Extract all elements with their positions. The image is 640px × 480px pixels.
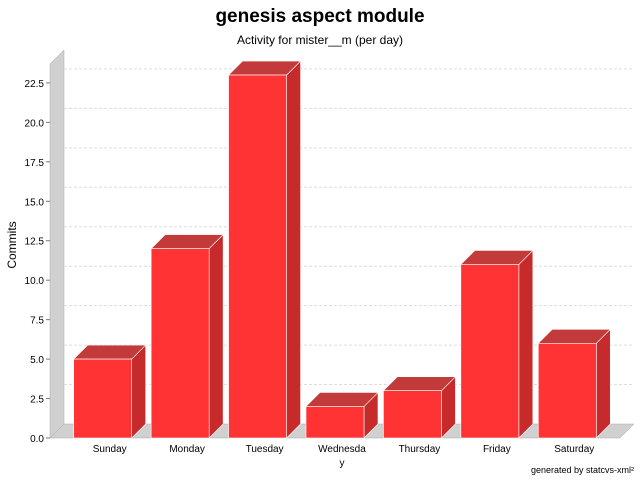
y-tick-label: 22.5 bbox=[25, 79, 45, 90]
bars bbox=[72, 60, 612, 439]
y-tick-label: 12.5 bbox=[25, 237, 45, 248]
bar-front bbox=[305, 406, 365, 439]
bar-side bbox=[595, 328, 611, 439]
y-axis-label: Commits bbox=[5, 221, 19, 268]
bar-front bbox=[150, 248, 210, 439]
y-tick-label: 10.0 bbox=[25, 276, 45, 287]
y-tick-label: 2.5 bbox=[30, 395, 44, 406]
x-tick-label: Friday bbox=[483, 444, 511, 455]
bar bbox=[382, 375, 457, 439]
bar-front bbox=[228, 74, 287, 439]
bar-side bbox=[208, 233, 224, 439]
x-tick-label: Wednesda bbox=[318, 444, 366, 455]
bar-front bbox=[537, 343, 597, 439]
bar bbox=[72, 344, 147, 439]
x-axis: Sunday Monday Tuesday Wednesda y Thursday Frid… bbox=[93, 444, 595, 469]
y-tick-label: 0.0 bbox=[30, 434, 44, 445]
bar-side bbox=[131, 344, 147, 439]
bar-front bbox=[73, 358, 133, 439]
bar-side bbox=[286, 60, 301, 439]
footer-credit: generated by statcvs-xml² bbox=[530, 465, 634, 475]
bar-side bbox=[518, 249, 534, 439]
chart-subtitle: Activity for mister__m (per day) bbox=[236, 33, 404, 47]
x-tick-label: Tuesday bbox=[246, 444, 284, 455]
y-axis: 0.0 2.5 5.0 7.5 10.0 12.5 15.0 17.5 20.0 22.5 bbox=[25, 79, 50, 445]
bar bbox=[150, 233, 224, 439]
bar bbox=[460, 249, 534, 439]
x-tick-label: y bbox=[340, 458, 345, 469]
bar-front bbox=[460, 264, 520, 439]
bar bbox=[227, 60, 302, 439]
x-tick-label: Thursday bbox=[399, 444, 441, 455]
left-wall bbox=[49, 49, 65, 439]
y-tick-label: 7.5 bbox=[30, 316, 44, 327]
bar-front bbox=[383, 390, 442, 439]
chart-title: genesis aspect module bbox=[215, 6, 425, 27]
y-tick-label: 20.0 bbox=[25, 118, 45, 129]
y-tick-label: 17.5 bbox=[25, 158, 45, 169]
y-tick-label: 5.0 bbox=[30, 355, 44, 366]
x-tick-label: Saturday bbox=[554, 444, 594, 455]
bar bbox=[537, 328, 612, 439]
y-tick-label: 15.0 bbox=[25, 197, 45, 208]
x-tick-label: Sunday bbox=[93, 444, 127, 455]
x-tick-label: Monday bbox=[169, 444, 205, 455]
bar bbox=[305, 391, 379, 439]
